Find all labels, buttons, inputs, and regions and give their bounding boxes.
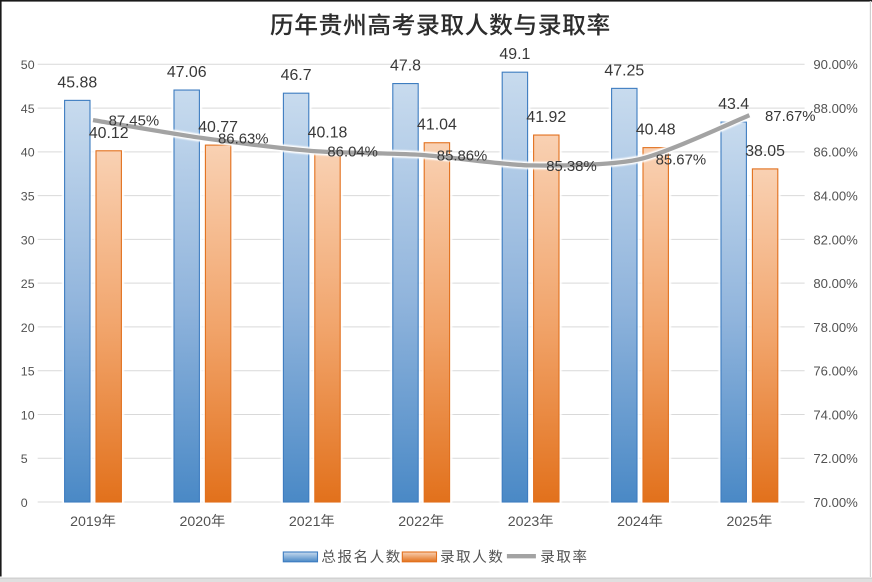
svg-text:78.00%: 78.00% <box>813 320 858 335</box>
svg-text:38.05: 38.05 <box>745 143 785 160</box>
svg-text:2025: 2025 <box>727 514 759 530</box>
svg-text:72.00%: 72.00% <box>813 451 858 466</box>
svg-text:2023: 2023 <box>508 514 540 530</box>
svg-text:86.63%: 86.63% <box>218 132 269 148</box>
svg-text:80.00%: 80.00% <box>813 276 858 291</box>
svg-text:2019: 2019 <box>70 514 102 530</box>
svg-text:43.4: 43.4 <box>718 96 749 113</box>
svg-text:88.00%: 88.00% <box>813 101 858 116</box>
svg-text:2021: 2021 <box>289 514 321 530</box>
svg-text:40: 40 <box>21 146 35 160</box>
svg-text:90.00%: 90.00% <box>813 57 858 72</box>
svg-text:40.18: 40.18 <box>308 124 348 141</box>
svg-text:70.00%: 70.00% <box>813 495 858 510</box>
svg-text:20: 20 <box>21 321 35 335</box>
svg-text:35: 35 <box>21 190 35 204</box>
svg-text:30: 30 <box>21 233 35 247</box>
svg-text:74.00%: 74.00% <box>813 407 858 422</box>
svg-text:25: 25 <box>21 277 35 291</box>
svg-text:2024: 2024 <box>617 514 649 530</box>
svg-text:10: 10 <box>21 408 35 422</box>
svg-text:41.92: 41.92 <box>526 109 566 126</box>
svg-text:50: 50 <box>21 58 35 72</box>
svg-text:45: 45 <box>21 102 35 116</box>
svg-text:87.45%: 87.45% <box>109 114 160 130</box>
svg-text:86.04%: 86.04% <box>327 145 378 161</box>
svg-text:85.38%: 85.38% <box>546 159 597 175</box>
svg-text:76.00%: 76.00% <box>813 364 858 379</box>
svg-text:0: 0 <box>21 496 28 510</box>
svg-text:87.67%: 87.67% <box>765 109 816 125</box>
svg-text:40.12: 40.12 <box>89 125 129 142</box>
svg-text:84.00%: 84.00% <box>813 189 858 204</box>
svg-text:47.8: 47.8 <box>390 58 421 75</box>
svg-text:46.7: 46.7 <box>281 67 312 84</box>
svg-text:82.00%: 82.00% <box>813 232 858 247</box>
svg-text:40.48: 40.48 <box>636 122 676 139</box>
svg-text:5: 5 <box>21 452 28 466</box>
svg-text:15: 15 <box>21 365 35 379</box>
svg-text:47.06: 47.06 <box>167 64 207 81</box>
svg-text:47.25: 47.25 <box>604 62 644 79</box>
svg-text:2020: 2020 <box>180 514 212 530</box>
svg-text:40.77: 40.77 <box>198 119 238 136</box>
svg-text:85.67%: 85.67% <box>656 153 707 169</box>
svg-text:85.86%: 85.86% <box>437 149 488 165</box>
svg-text:45.88: 45.88 <box>57 74 97 91</box>
svg-text:86.00%: 86.00% <box>813 145 858 160</box>
svg-text:2022: 2022 <box>398 514 430 530</box>
svg-text:41.04: 41.04 <box>417 117 457 134</box>
svg-text:49.1: 49.1 <box>499 46 530 63</box>
